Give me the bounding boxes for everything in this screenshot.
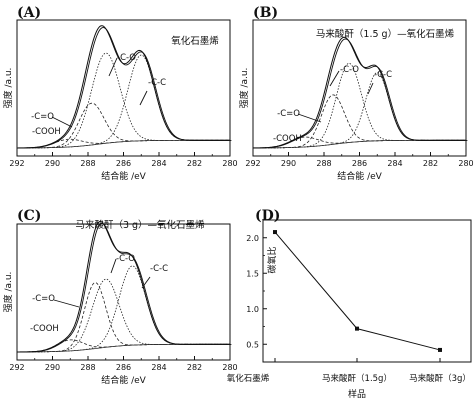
y-tick-label: 0.5 xyxy=(246,340,259,349)
x-tick-label: 280 xyxy=(222,159,237,168)
panel-title: 马来酸酐（3 g）—氧化石墨烯 xyxy=(75,219,205,231)
peak-leader-line xyxy=(51,116,73,128)
data-point-3 xyxy=(438,347,442,352)
peak-leader-line xyxy=(141,276,151,289)
peak-c-o-curve xyxy=(17,52,230,149)
plot-frame xyxy=(16,223,231,361)
y-axis-label: 强度 /a.u. xyxy=(2,68,14,109)
x-tick-label: 288 xyxy=(316,159,331,168)
peak-label: -C-C xyxy=(148,78,166,88)
peak-leader-line xyxy=(108,57,118,77)
panel-label: (B) xyxy=(253,5,278,21)
peak-leader-line xyxy=(110,258,117,274)
x-tick-label: 292 xyxy=(245,159,260,168)
x-axis-label: 样品 xyxy=(348,388,366,400)
peak-leader-line xyxy=(367,82,374,95)
measured-spectrum xyxy=(18,27,232,149)
panel-label: (C) xyxy=(17,208,41,224)
plot-frame xyxy=(262,219,472,363)
panel-label: (A) xyxy=(17,5,41,21)
xps-panel-2 xyxy=(252,19,468,157)
fitted-envelope xyxy=(252,36,466,149)
peak-label: -COOH xyxy=(32,127,61,137)
x-tick-label: 286 xyxy=(116,159,131,168)
panel-title: 马来酸酐（1.5 g）—氧化石墨烯 xyxy=(316,28,455,40)
ratio-line xyxy=(274,231,441,351)
measured-spectrum xyxy=(18,222,232,353)
x-tick-label: 282 xyxy=(187,159,202,168)
peak-label: -C-O xyxy=(340,65,359,75)
peak-label: -COOH xyxy=(273,134,302,144)
panel-title: 氧化石墨烯 xyxy=(171,35,219,47)
data-point-2 xyxy=(355,326,359,331)
x-tick-label: 280 xyxy=(458,159,473,168)
measured-spectrum xyxy=(254,38,468,149)
x-tick-label: 290 xyxy=(45,363,60,372)
x-axis-label: 结合能 /eV xyxy=(101,170,146,182)
x-tick-label: 292 xyxy=(9,363,24,372)
peak-label: -C-C xyxy=(150,264,168,274)
peak-label: -C=O xyxy=(277,109,300,119)
y-tick-label: 1.5 xyxy=(246,269,259,278)
x-tick-label: 284 xyxy=(387,159,402,168)
peak-leader-line xyxy=(139,90,148,106)
y-axis-label: 强度 /a.u. xyxy=(238,68,250,109)
peak-leader-line xyxy=(297,113,322,123)
x-tick-label: 290 xyxy=(45,159,60,168)
y-axis-label: 强度 /a.u. xyxy=(2,272,14,313)
x-tick-label: 288 xyxy=(80,159,95,168)
x-tick-label: 282 xyxy=(423,159,438,168)
x-axis-label: 结合能 /eV xyxy=(337,170,382,182)
peak-label: -COOH xyxy=(30,324,59,334)
peak-c-c-curve xyxy=(17,265,230,353)
xps-panel-3 xyxy=(16,220,232,361)
x-tick-label: 292 xyxy=(9,159,24,168)
peak-c-o-curve xyxy=(17,278,230,353)
y-tick-label: 2.0 xyxy=(246,234,259,243)
peak-label: -C=O xyxy=(31,112,54,122)
x-tick-label: 286 xyxy=(352,159,367,168)
x-category-label: 氧化石墨烯 xyxy=(227,373,270,384)
x-tick-label: 280 xyxy=(222,363,237,372)
x-tick-label: 286 xyxy=(116,363,131,372)
x-tick-label: 290 xyxy=(281,159,296,168)
peak-label: -C-O xyxy=(117,53,136,63)
peak-leader-line xyxy=(329,70,340,87)
peak-leader-line xyxy=(53,299,80,308)
x-axis-label: 结合能 /eV xyxy=(101,374,146,386)
ratio-panel xyxy=(262,219,472,363)
x-tick-label: 288 xyxy=(80,363,95,372)
x-category-label: 马来酸酐（1.5g） xyxy=(322,373,392,384)
y-axis-label: 碳氧比 xyxy=(266,246,278,273)
xps-panel-1 xyxy=(16,19,232,157)
x-tick-label: 282 xyxy=(187,363,202,372)
peak-label: -C-C xyxy=(374,70,392,80)
data-point-1 xyxy=(273,230,277,235)
peak-label: -C-O xyxy=(116,254,135,264)
x-category-label: 马来酸酐（3g） xyxy=(409,373,471,384)
y-tick-label: 1.0 xyxy=(246,305,259,314)
peak-c-o-double-curve xyxy=(17,102,230,149)
peak-label: -C=O xyxy=(32,294,55,304)
panel-label: (D) xyxy=(255,208,280,224)
x-tick-label: 284 xyxy=(151,159,166,168)
x-tick-label: 284 xyxy=(151,363,166,372)
